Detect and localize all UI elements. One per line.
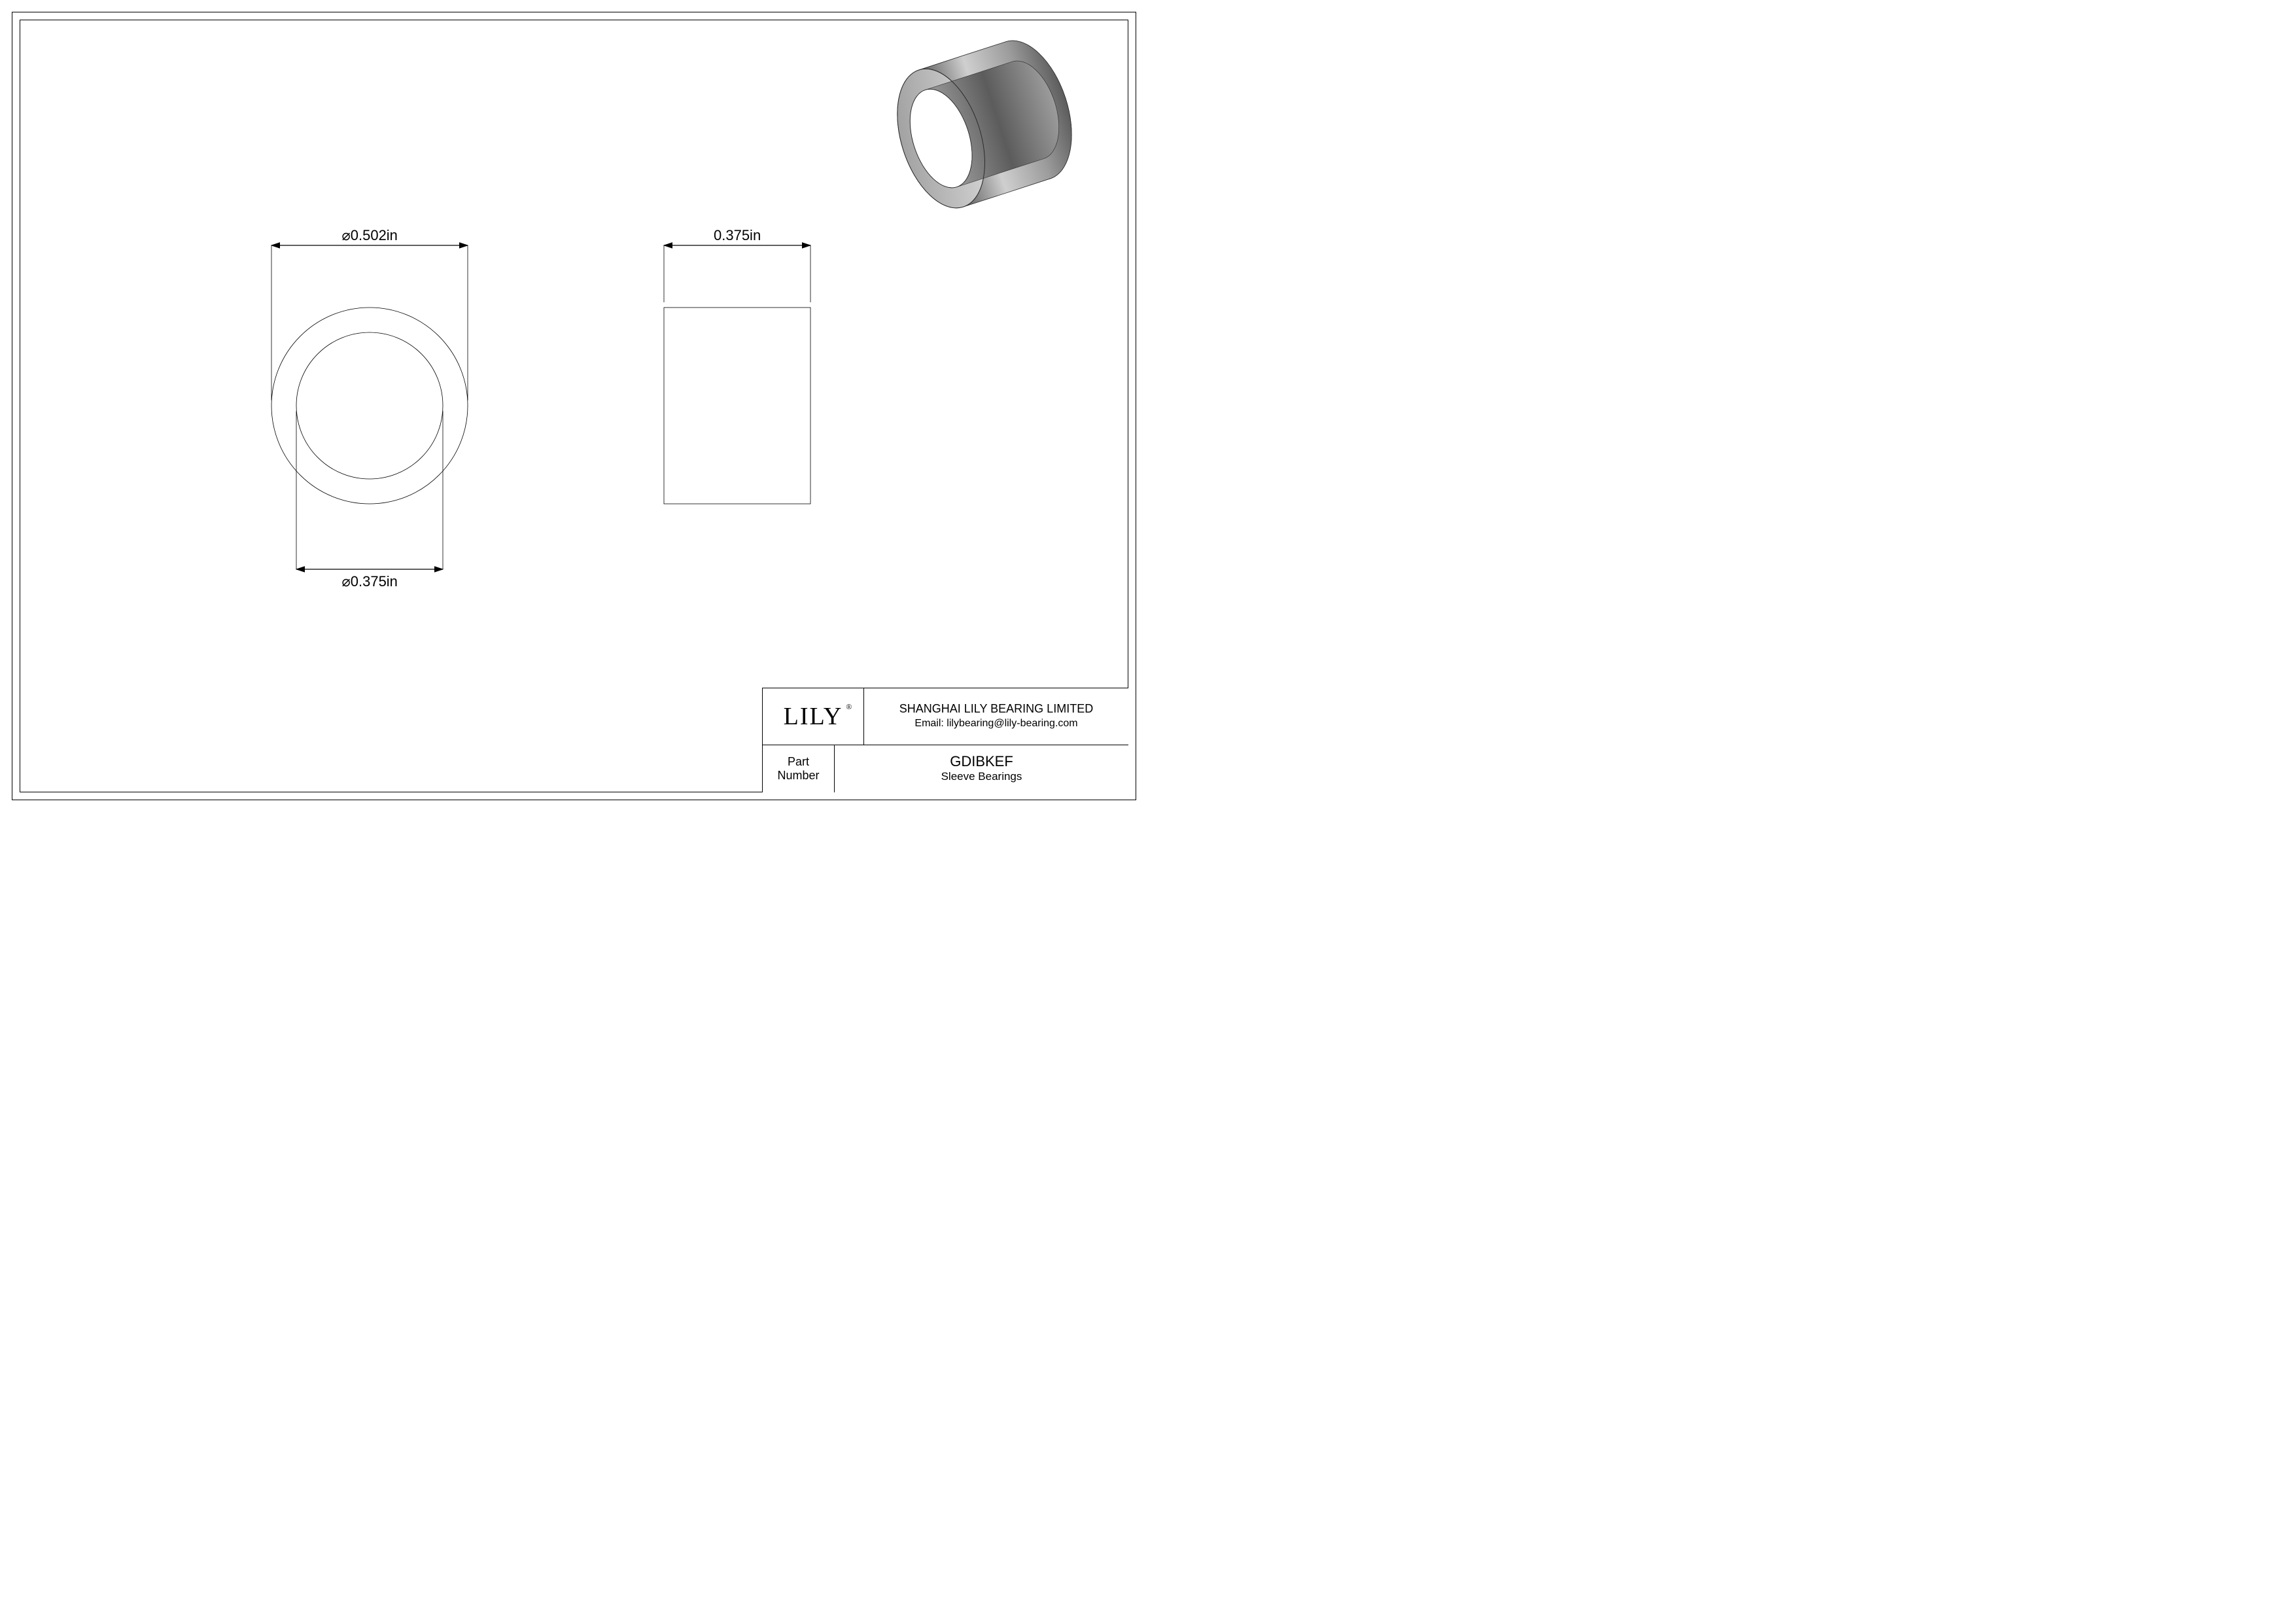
part-number-value: GDIBKEF	[950, 754, 1013, 769]
company-name: SHANGHAI LILY BEARING LIMITED	[899, 702, 1093, 716]
part-number-value-cell: GDIBKEF Sleeve Bearings	[835, 745, 1128, 792]
part-number-label-line1: Part	[788, 755, 809, 769]
inner-diameter-label: ⌀0.375in	[342, 573, 398, 590]
registered-mark-icon: ®	[846, 703, 853, 711]
drawing-canvas	[20, 20, 1128, 792]
side-view-rect	[664, 308, 810, 504]
title-block: LILY ® SHANGHAI LILY BEARING LIMITED Ema…	[762, 688, 1128, 792]
logo-word: LILY	[784, 703, 843, 730]
logo-text: LILY ®	[784, 704, 843, 729]
title-block-row-company: LILY ® SHANGHAI LILY BEARING LIMITED Ema…	[763, 688, 1128, 745]
front-view-outer-circle	[271, 308, 468, 504]
outer-diameter-label: ⌀0.502in	[342, 227, 398, 244]
company-email: Email: lilybearing@lily-bearing.com	[914, 716, 1077, 731]
part-type: Sleeve Bearings	[941, 769, 1022, 784]
logo-cell: LILY ®	[763, 688, 864, 745]
part-number-label-line2: Number	[777, 769, 819, 783]
length-dimension-label: 0.375in	[714, 227, 761, 244]
part-number-label-cell: Part Number	[763, 745, 835, 792]
front-view-inner-circle	[296, 332, 443, 479]
drawing-sheet: ⌀0.502in ⌀0.375in 0.375in LILY ® SHANGHA…	[0, 0, 1148, 812]
title-block-row-part: Part Number GDIBKEF Sleeve Bearings	[763, 745, 1128, 792]
company-info-cell: SHANGHAI LILY BEARING LIMITED Email: lil…	[864, 688, 1128, 745]
iso-view-sleeve	[881, 29, 1088, 219]
